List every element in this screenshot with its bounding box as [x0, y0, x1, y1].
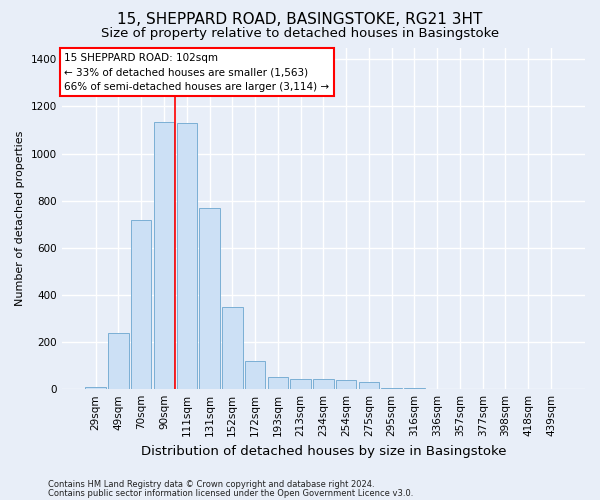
Text: Size of property relative to detached houses in Basingstoke: Size of property relative to detached ho… [101, 28, 499, 40]
Bar [199, 208, 220, 389]
Bar [131, 220, 151, 389]
Bar [313, 380, 334, 389]
Bar [176, 123, 197, 389]
Bar [336, 380, 356, 389]
Bar [85, 387, 106, 389]
Bar [108, 332, 129, 389]
X-axis label: Distribution of detached houses by size in Basingstoke: Distribution of detached houses by size … [140, 444, 506, 458]
Bar [382, 388, 402, 389]
Bar [268, 378, 288, 389]
Bar [404, 388, 425, 389]
Bar [245, 361, 265, 389]
Bar [154, 122, 174, 389]
Bar [290, 378, 311, 389]
Bar [222, 306, 242, 389]
Text: Contains public sector information licensed under the Open Government Licence v3: Contains public sector information licen… [48, 488, 413, 498]
Text: 15, SHEPPARD ROAD, BASINGSTOKE, RG21 3HT: 15, SHEPPARD ROAD, BASINGSTOKE, RG21 3HT [118, 12, 482, 28]
Text: 15 SHEPPARD ROAD: 102sqm
← 33% of detached houses are smaller (1,563)
66% of sem: 15 SHEPPARD ROAD: 102sqm ← 33% of detach… [64, 52, 329, 92]
Text: Contains HM Land Registry data © Crown copyright and database right 2024.: Contains HM Land Registry data © Crown c… [48, 480, 374, 489]
Y-axis label: Number of detached properties: Number of detached properties [15, 130, 25, 306]
Bar [359, 382, 379, 389]
